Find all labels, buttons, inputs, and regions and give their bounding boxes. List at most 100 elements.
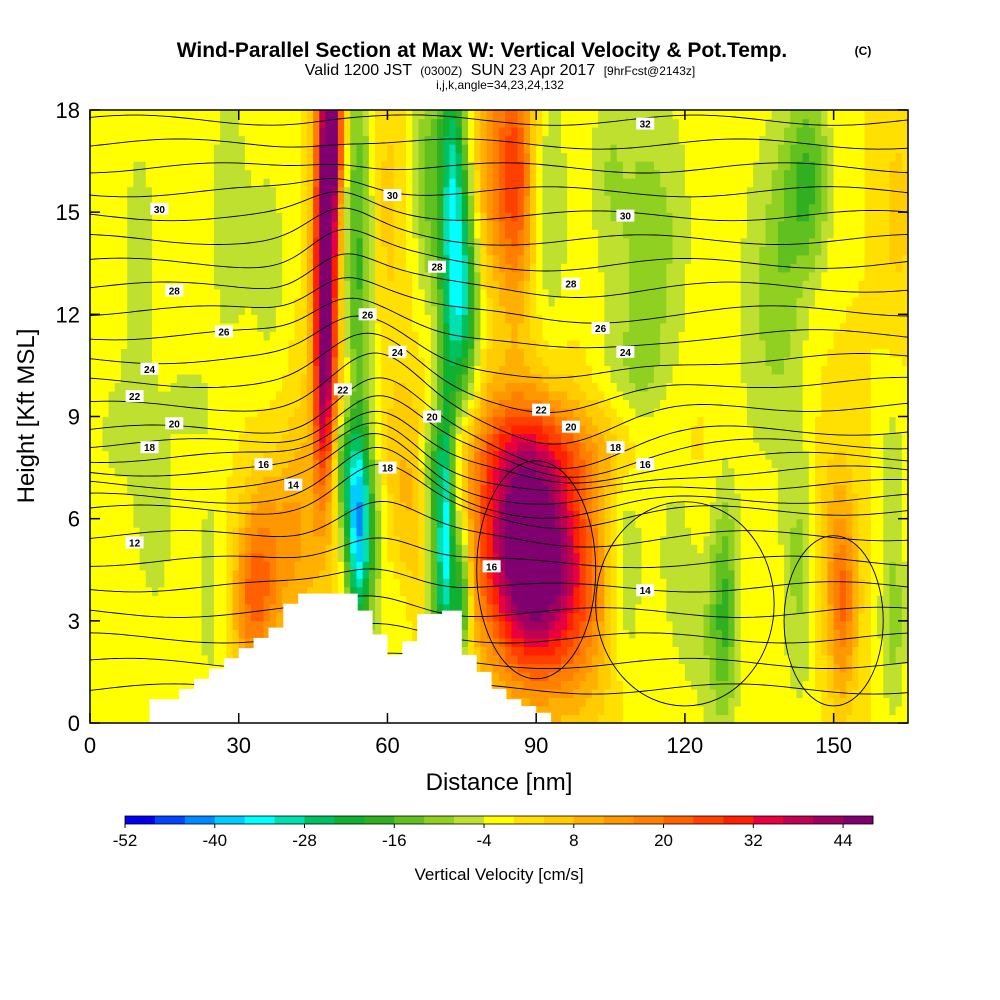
- heatmap-cell: [722, 646, 729, 656]
- heatmap-cell: [573, 399, 581, 409]
- heatmap-cell: [579, 450, 587, 460]
- heatmap-cell: [616, 535, 624, 545]
- heatmap-cell: [207, 442, 215, 452]
- heatmap-cell: [412, 467, 420, 477]
- heatmap-cell: [691, 416, 698, 426]
- heatmap-cell: [443, 399, 451, 409]
- heatmap-cell: [108, 527, 116, 537]
- heatmap-cell: [170, 459, 178, 469]
- heatmap-cell: [201, 407, 209, 418]
- heatmap-cell: [139, 637, 147, 647]
- heatmap-cell: [846, 527, 853, 537]
- heatmap-cell: [883, 552, 891, 562]
- heatmap-cell: [765, 578, 773, 588]
- heatmap-cell: [282, 459, 289, 469]
- heatmap-cell: [96, 493, 103, 503]
- heatmap-cell: [170, 680, 178, 690]
- heatmap-cell: [529, 433, 537, 443]
- heatmap-cell: [728, 535, 736, 545]
- heatmap-cell: [622, 544, 630, 554]
- heatmap-cell: [715, 603, 723, 613]
- heatmap-cell: [189, 459, 196, 469]
- heatmap-cell: [170, 637, 178, 647]
- heatmap-cell: [523, 535, 531, 545]
- heatmap-cell: [839, 680, 847, 690]
- heatmap-cell: [895, 697, 903, 707]
- heatmap-cell: [529, 467, 537, 477]
- heatmap-cell: [839, 552, 847, 562]
- heatmap-cell: [604, 544, 612, 554]
- heatmap-cell: [622, 493, 630, 503]
- heatmap-cell: [213, 552, 221, 562]
- heatmap-cell: [784, 416, 791, 426]
- heatmap-cell: [635, 688, 643, 699]
- heatmap-cell: [232, 425, 240, 435]
- heatmap-cell: [455, 527, 463, 537]
- heatmap-cell: [164, 586, 172, 596]
- heatmap-cell: [232, 416, 240, 426]
- heatmap-cell: [474, 425, 482, 435]
- heatmap-cell: [158, 459, 165, 469]
- heatmap-cell: [232, 646, 240, 656]
- heatmap-cell: [604, 535, 612, 545]
- heatmap-cell: [133, 629, 141, 639]
- heatmap-cell: [616, 467, 624, 477]
- heatmap-cell: [275, 595, 283, 605]
- heatmap-cell: [158, 620, 165, 630]
- heatmap-cell: [151, 646, 159, 656]
- heatmap-cell: [604, 595, 612, 605]
- heatmap-cell: [313, 561, 320, 571]
- heatmap-cell: [127, 697, 134, 707]
- heatmap-cell: [629, 510, 636, 520]
- heatmap-cell: [437, 510, 444, 520]
- heatmap-cell: [691, 544, 698, 554]
- heatmap-cell: [424, 484, 432, 494]
- heatmap-cell: [207, 510, 215, 520]
- heatmap-cell: [864, 501, 872, 511]
- heatmap-cell: [765, 442, 773, 452]
- heatmap-cell: [337, 552, 345, 562]
- heatmap-cell: [182, 646, 190, 656]
- heatmap-cell: [579, 493, 587, 503]
- heatmap-cell: [412, 459, 420, 469]
- heatmap-cell: [852, 552, 860, 562]
- heatmap-cell: [852, 578, 860, 588]
- heatmap-cell: [877, 450, 884, 460]
- heatmap-cell: [96, 578, 103, 588]
- heatmap-cell: [430, 442, 438, 452]
- heatmap-cell: [375, 586, 382, 596]
- heatmap-cell: [554, 425, 562, 435]
- heatmap-cell: [151, 620, 159, 630]
- heatmap-cell: [244, 467, 252, 477]
- heatmap-cell: [499, 518, 506, 528]
- heatmap-cell: [499, 595, 506, 605]
- heatmap-cell: [275, 561, 283, 571]
- heatmap-cell: [827, 442, 835, 452]
- heatmap-cell: [437, 467, 444, 477]
- heatmap-cell: [610, 714, 618, 723]
- heatmap-cell: [108, 620, 116, 630]
- heatmap-cell: [511, 569, 519, 579]
- heatmap-cell: [232, 501, 240, 511]
- heatmap-cell: [808, 603, 816, 613]
- heatmap-cell: [808, 629, 816, 639]
- heatmap-cell: [337, 569, 345, 579]
- heatmap-cell: [895, 603, 903, 613]
- heatmap-cell: [870, 552, 878, 562]
- heatmap-cell: [839, 527, 847, 537]
- heatmap-cell: [362, 518, 370, 528]
- heatmap-cell: [567, 620, 574, 630]
- heatmap-cell: [120, 688, 128, 699]
- heatmap-cell: [511, 629, 519, 639]
- heatmap-cell: [133, 493, 141, 503]
- heatmap-cell: [251, 578, 258, 588]
- heatmap-cell: [306, 459, 314, 469]
- heatmap-cell: [672, 484, 680, 494]
- heatmap-cell: [653, 476, 661, 486]
- heatmap-cell: [746, 450, 754, 460]
- heatmap-cell: [901, 595, 908, 605]
- heatmap-cell: [114, 442, 122, 452]
- heatmap-cell: [839, 501, 847, 511]
- heatmap-cell: [598, 612, 605, 622]
- heatmap-cell: [808, 561, 816, 571]
